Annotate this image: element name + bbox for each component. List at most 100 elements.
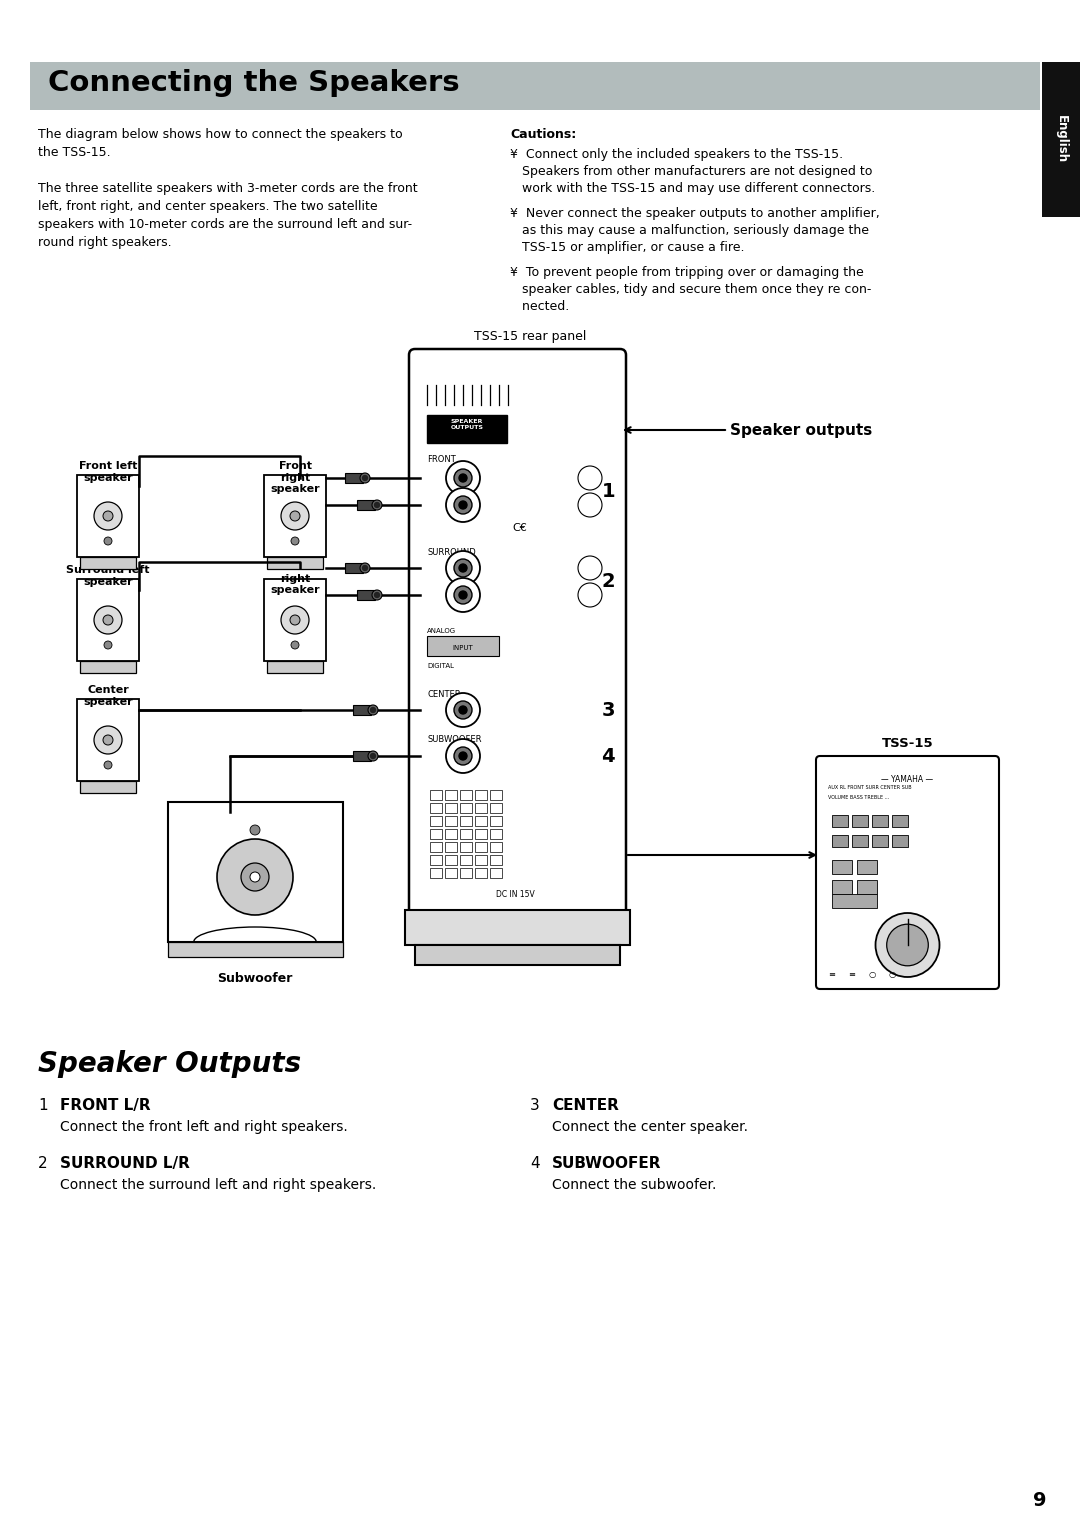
Bar xyxy=(872,815,888,827)
Bar xyxy=(490,829,502,839)
Bar xyxy=(430,855,442,865)
Bar xyxy=(858,861,877,874)
Text: VOLUME BASS TREBLE ...: VOLUME BASS TREBLE ... xyxy=(828,795,889,800)
Text: Subwoofer: Subwoofer xyxy=(217,972,293,984)
Circle shape xyxy=(375,502,379,508)
Bar xyxy=(475,842,487,852)
Circle shape xyxy=(459,565,467,572)
Text: SURROUND L/R: SURROUND L/R xyxy=(60,1157,190,1170)
Circle shape xyxy=(103,615,113,626)
Bar xyxy=(267,557,323,569)
Bar xyxy=(490,803,502,813)
Bar xyxy=(430,842,442,852)
Bar xyxy=(357,501,375,510)
Bar xyxy=(427,415,507,443)
Circle shape xyxy=(578,583,602,607)
Text: Connect the front left and right speakers.: Connect the front left and right speaker… xyxy=(60,1120,348,1134)
Circle shape xyxy=(94,606,122,633)
Circle shape xyxy=(446,578,480,612)
Text: speaker cables, tidy and secure them once they re con-: speaker cables, tidy and secure them onc… xyxy=(510,282,872,296)
Bar xyxy=(80,661,136,673)
Circle shape xyxy=(459,591,467,600)
Text: ○: ○ xyxy=(868,971,876,980)
Bar xyxy=(353,705,372,716)
Text: ¥  Connect only the included speakers to the TSS-15.: ¥ Connect only the included speakers to … xyxy=(510,148,843,162)
Text: The three satellite speakers with 3-meter cords are the front: The three satellite speakers with 3-mete… xyxy=(38,182,418,195)
Bar xyxy=(858,881,877,894)
Text: speakers with 10-meter cords are the surround left and sur-: speakers with 10-meter cords are the sur… xyxy=(38,218,413,230)
Bar xyxy=(445,868,457,877)
Bar xyxy=(77,578,139,661)
Bar xyxy=(357,591,375,600)
Text: English: English xyxy=(1054,116,1067,163)
Circle shape xyxy=(370,754,376,758)
Text: as this may cause a malfunction, seriously damage the: as this may cause a malfunction, serious… xyxy=(510,224,869,237)
Circle shape xyxy=(360,473,370,484)
Circle shape xyxy=(103,736,113,745)
Bar xyxy=(475,829,487,839)
Bar xyxy=(832,894,877,908)
Text: nected.: nected. xyxy=(510,301,569,313)
Circle shape xyxy=(876,913,940,977)
Text: C€: C€ xyxy=(513,523,527,533)
Text: Front left
speaker: Front left speaker xyxy=(79,461,137,482)
Text: CENTER: CENTER xyxy=(427,690,461,699)
Bar xyxy=(475,816,487,826)
Text: 4: 4 xyxy=(602,746,615,766)
Bar xyxy=(353,751,372,761)
Text: Front
right
speaker: Front right speaker xyxy=(270,461,320,494)
Text: 1: 1 xyxy=(602,482,615,501)
Circle shape xyxy=(368,705,378,716)
Bar xyxy=(30,63,1040,110)
Bar xyxy=(405,909,630,945)
Text: SURROUND: SURROUND xyxy=(427,548,476,557)
Text: AUX RL FRONT SURR CENTER SUB: AUX RL FRONT SURR CENTER SUB xyxy=(828,784,912,790)
Bar xyxy=(475,790,487,800)
Text: Speakers from other manufacturers are not designed to: Speakers from other manufacturers are no… xyxy=(510,165,873,179)
Circle shape xyxy=(291,641,299,649)
Bar xyxy=(892,835,908,847)
Circle shape xyxy=(363,476,367,481)
Bar xyxy=(1042,63,1080,217)
Circle shape xyxy=(446,461,480,494)
Text: Connect the surround left and right speakers.: Connect the surround left and right spea… xyxy=(60,1178,376,1192)
Text: Connecting the Speakers: Connecting the Speakers xyxy=(48,69,460,98)
Text: FRONT: FRONT xyxy=(427,455,456,464)
Text: TSS-15 or amplifier, or cause a fire.: TSS-15 or amplifier, or cause a fire. xyxy=(510,241,744,253)
Text: 2: 2 xyxy=(602,572,615,591)
Circle shape xyxy=(249,871,260,882)
Text: ≡: ≡ xyxy=(849,971,855,980)
Bar xyxy=(460,855,472,865)
Text: work with the TSS-15 and may use different connectors.: work with the TSS-15 and may use differe… xyxy=(510,182,875,195)
Bar xyxy=(460,842,472,852)
Bar xyxy=(832,861,852,874)
Bar xyxy=(345,563,363,572)
Bar xyxy=(415,945,620,964)
Bar xyxy=(445,790,457,800)
Bar xyxy=(460,868,472,877)
Circle shape xyxy=(291,615,300,626)
Bar xyxy=(460,829,472,839)
Circle shape xyxy=(454,700,472,719)
Bar xyxy=(445,842,457,852)
Text: 9: 9 xyxy=(1034,1491,1047,1509)
Text: TSS-15 rear panel: TSS-15 rear panel xyxy=(474,330,586,343)
Circle shape xyxy=(375,592,379,598)
Bar xyxy=(430,816,442,826)
Circle shape xyxy=(281,606,309,633)
Text: TSS-15: TSS-15 xyxy=(881,737,933,749)
Bar xyxy=(460,790,472,800)
Bar xyxy=(490,868,502,877)
Text: — YAMAHA —: — YAMAHA — xyxy=(881,775,933,784)
Bar xyxy=(264,578,326,661)
Circle shape xyxy=(241,864,269,891)
Text: 4: 4 xyxy=(530,1157,540,1170)
FancyBboxPatch shape xyxy=(409,349,626,916)
Bar xyxy=(430,829,442,839)
Bar xyxy=(345,473,363,484)
Circle shape xyxy=(446,739,480,774)
Circle shape xyxy=(454,468,472,487)
Circle shape xyxy=(363,566,367,571)
Bar xyxy=(264,475,326,557)
Circle shape xyxy=(459,707,467,714)
